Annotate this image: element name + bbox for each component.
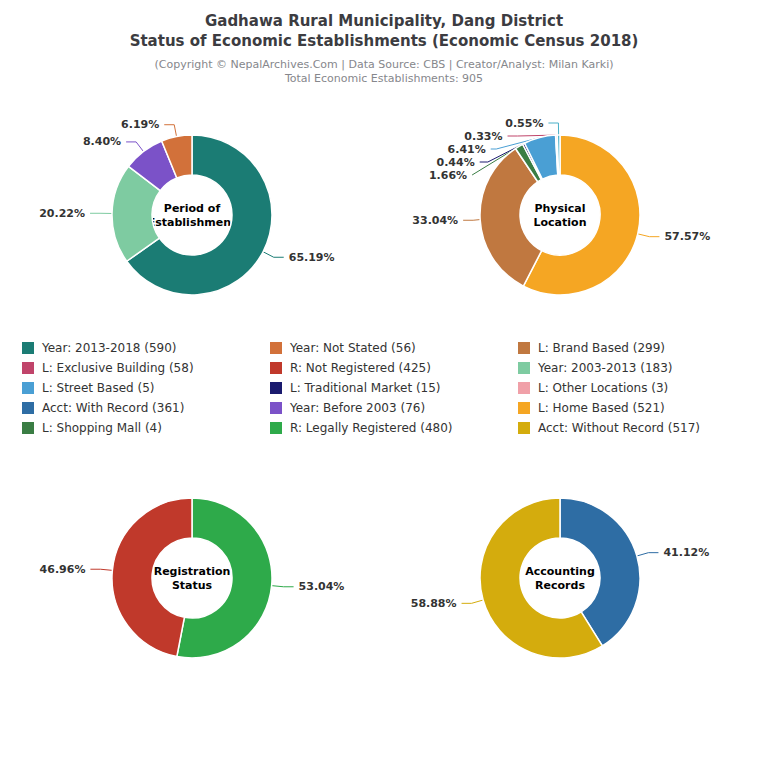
svg-text:0.55%: 0.55% [505,117,543,130]
svg-text:57.57%: 57.57% [664,230,710,243]
svg-text:Year: Not Stated (56): Year: Not Stated (56) [289,341,416,355]
svg-text:L: Brand Based (299): L: Brand Based (299) [538,341,665,355]
svg-text:L: Home Based (521): L: Home Based (521) [538,401,665,415]
svg-text:Establishment: Establishment [148,216,237,229]
svg-text:8.40%: 8.40% [83,135,121,148]
svg-text:Year: Before 2003 (76): Year: Before 2003 (76) [289,401,425,415]
svg-text:L: Exclusive Building (58): L: Exclusive Building (58) [42,361,194,375]
svg-text:1.66%: 1.66% [429,169,467,182]
svg-text:6.41%: 6.41% [448,143,486,156]
svg-text:41.12%: 41.12% [663,546,709,559]
svg-text:Acct: With Record (361): Acct: With Record (361) [42,401,184,415]
svg-text:65.19%: 65.19% [289,251,335,264]
svg-text:Acct: Without Record (517): Acct: Without Record (517) [538,421,700,435]
svg-text:0.44%: 0.44% [437,156,475,169]
svg-text:0.33%: 0.33% [464,130,502,143]
svg-text:Status of Economic Establishme: Status of Economic Establishments (Econo… [130,32,639,50]
svg-text:46.96%: 46.96% [40,563,86,576]
svg-text:Year: 2003-2013 (183): Year: 2003-2013 (183) [537,361,673,375]
svg-text:Location: Location [534,216,587,229]
svg-text:58.88%: 58.88% [411,597,457,610]
svg-text:Period of: Period of [164,202,221,215]
svg-text:Physical: Physical [534,202,585,215]
svg-text:Status: Status [172,579,213,592]
svg-text:L: Traditional Market (15): L: Traditional Market (15) [290,381,441,395]
svg-text:(Copyright © NepalArchives.Com: (Copyright © NepalArchives.Com | Data So… [154,58,613,71]
svg-text:Gadhawa Rural Municipality, Da: Gadhawa Rural Municipality, Dang Distric… [205,12,563,30]
svg-text:R: Legally Registered (480): R: Legally Registered (480) [290,421,452,435]
svg-text:L: Other Locations (3): L: Other Locations (3) [538,381,668,395]
svg-text:53.04%: 53.04% [299,580,345,593]
svg-text:R: Not Registered (425): R: Not Registered (425) [290,361,431,375]
svg-text:Total Economic Establishments:: Total Economic Establishments: 905 [284,72,483,85]
svg-text:6.19%: 6.19% [121,118,159,131]
svg-text:L: Street Based (5): L: Street Based (5) [42,381,154,395]
svg-text:33.04%: 33.04% [412,214,458,227]
svg-text:L: Shopping Mall (4): L: Shopping Mall (4) [42,421,162,435]
svg-text:Registration: Registration [154,565,231,578]
svg-text:Accounting: Accounting [525,565,595,578]
svg-text:Records: Records [535,579,585,592]
svg-text:Year: 2013-2018 (590): Year: 2013-2018 (590) [41,341,177,355]
svg-text:20.22%: 20.22% [39,207,85,220]
